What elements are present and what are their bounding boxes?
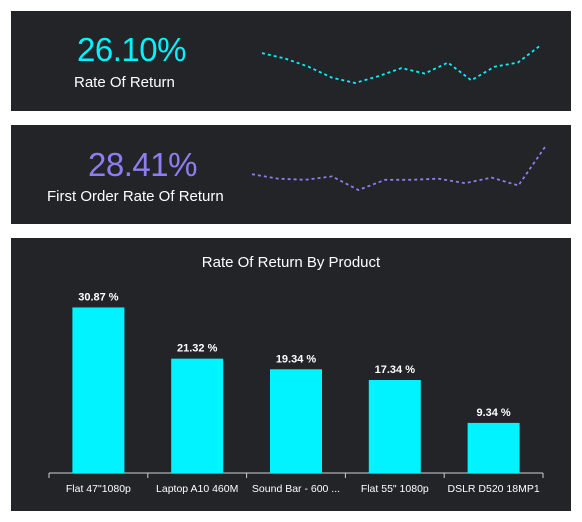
bar: [467, 422, 520, 473]
bar: [171, 358, 224, 473]
bar-data-label: 30.87 %: [78, 291, 119, 303]
bar-data-label: 21.32 %: [177, 343, 218, 355]
sparkline-path: [261, 44, 542, 84]
bar-data-label: 19.34 %: [276, 353, 317, 365]
sparkline-path: [251, 146, 546, 191]
sparkline-first-order-rate-of-return: [251, 146, 546, 191]
x-tick-label: Flat 47"1080p: [66, 483, 131, 495]
kpi-label: Rate Of Return: [74, 74, 175, 91]
bar-data-label: 9.34 %: [476, 407, 510, 419]
bar: [368, 379, 421, 473]
sparkline-rate-of-return: [261, 44, 542, 84]
kpi-card-rate-of-return: 26.10% Rate Of Return: [11, 11, 571, 111]
kpi-value: 28.41%: [88, 146, 197, 183]
x-tick-label: Sound Bar - 600 ...: [252, 483, 340, 495]
chart-title: Rate Of Return By Product: [202, 254, 381, 271]
x-tick-label: Laptop A10 460M: [156, 483, 238, 495]
kpi-card-first-order-rate-of-return: 28.41% First Order Rate Of Return: [11, 125, 571, 224]
bar: [72, 307, 125, 473]
kpi-label: First Order Rate Of Return: [47, 188, 224, 205]
x-tick-label: DSLR D520 18MP1: [447, 483, 539, 495]
kpi-value: 26.10%: [77, 31, 186, 68]
chart-panel: Rate Of Return By Product 30.87 % Flat 47…: [11, 238, 571, 511]
x-tick-label: Flat 55" 1080p: [361, 483, 429, 495]
bar-data-label: 17.34 %: [375, 364, 416, 376]
bar-chart: Rate Of Return By Product 30.87 % Flat 47…: [48, 254, 544, 495]
bar: [270, 369, 322, 473]
